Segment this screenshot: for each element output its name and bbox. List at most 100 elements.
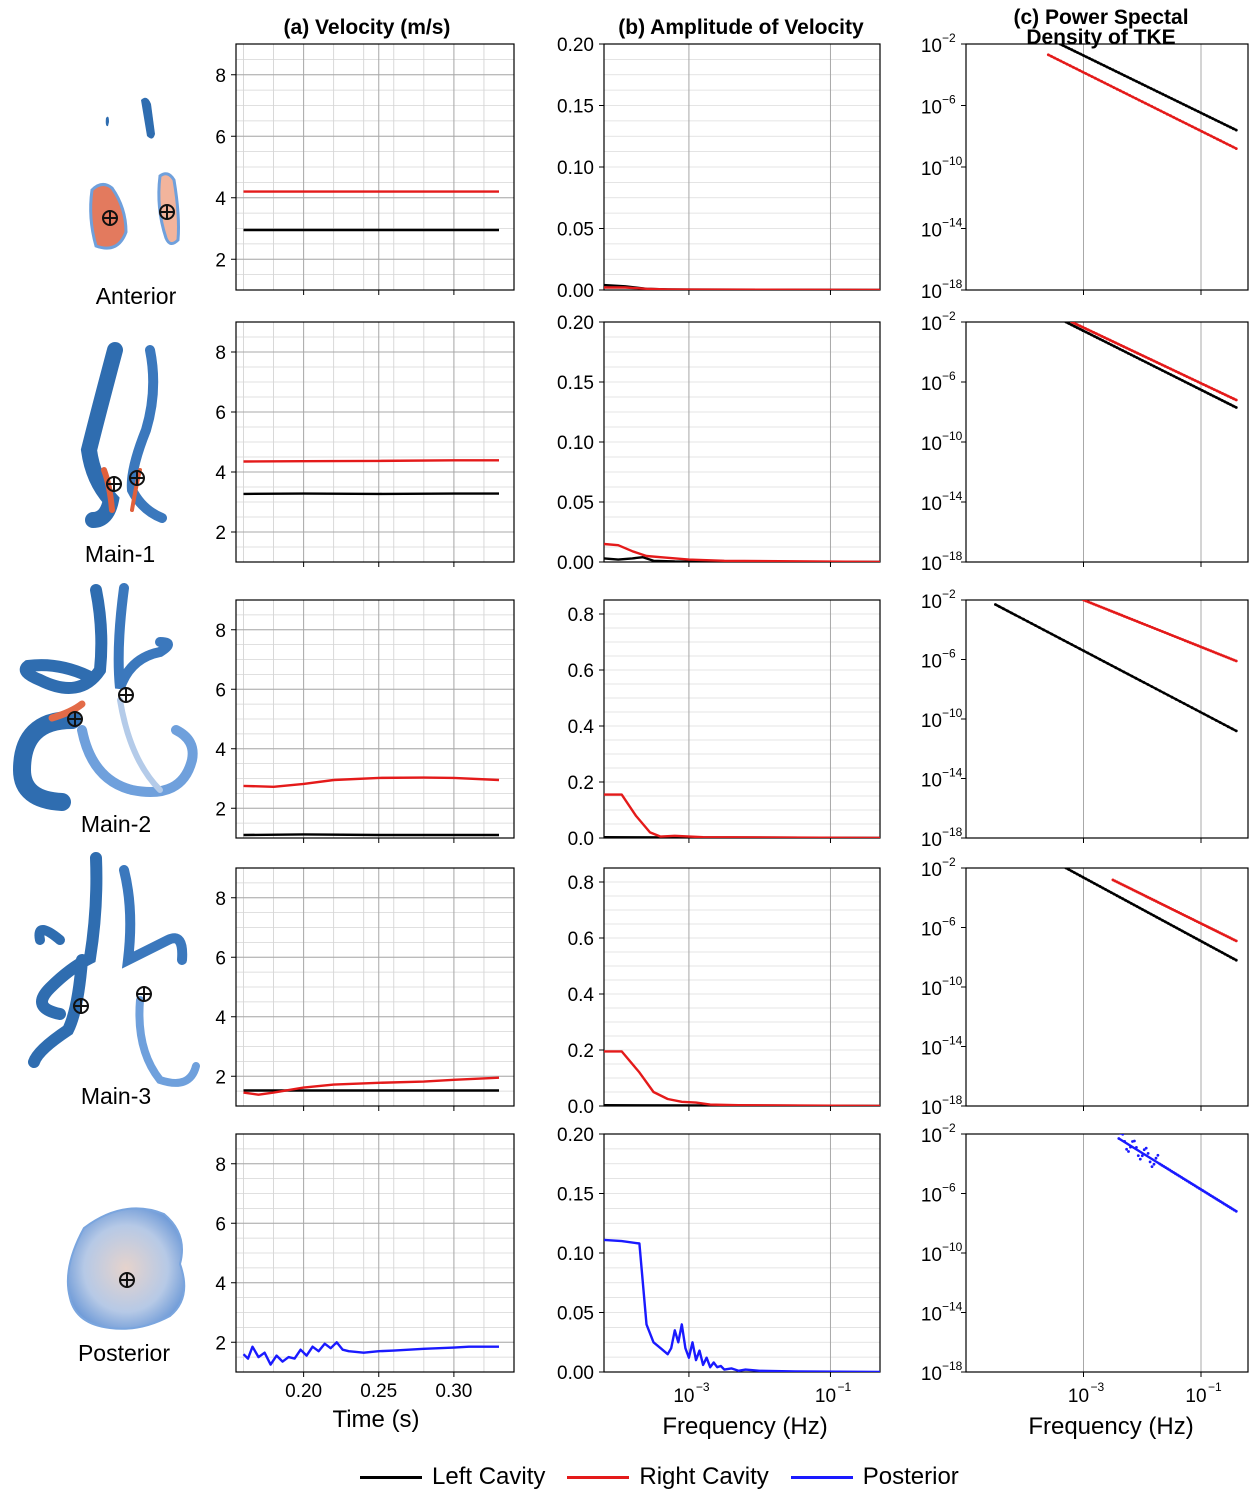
y-tick-label: 6 xyxy=(215,1214,226,1235)
series-right-cavity-trend xyxy=(1083,600,1237,663)
psd-point xyxy=(1156,1153,1160,1157)
y-tick-exponent: −10 xyxy=(942,706,963,720)
y-tick-exponent: −14 xyxy=(942,1034,963,1048)
axes-frame xyxy=(965,43,1249,291)
y-tick-label: 10 xyxy=(921,979,942,1000)
row-label-main-2: Main-2 xyxy=(80,811,152,837)
y-tick-label: 0.00 xyxy=(557,1363,594,1384)
axes-frame xyxy=(235,599,515,839)
legend-label-posterior: Posterior xyxy=(862,1463,959,1490)
y-tick-label: 8 xyxy=(215,343,226,364)
data-layer xyxy=(243,1076,500,1096)
psd-point xyxy=(1152,1162,1156,1166)
row-label-posterior: Posterior xyxy=(77,1340,171,1366)
axes-frame xyxy=(235,867,515,1107)
y-tick-label: 10 xyxy=(921,1098,942,1119)
column-title-amplitude: (b) Amplitude of Velocity xyxy=(618,16,864,39)
axes-frame xyxy=(235,1133,515,1373)
series-right-cavity-line xyxy=(604,793,880,838)
series-posterior-line xyxy=(604,1238,880,1372)
data-layer xyxy=(604,1238,880,1372)
chart-b-anterior: 0.00 0.05 0.10 0.15 0.20 xyxy=(557,35,881,302)
y-tick-label: 0.05 xyxy=(557,220,594,241)
y-tick-label: 0.20 xyxy=(557,1125,594,1146)
y-tick-label: 0.0 xyxy=(568,1097,594,1118)
y-tick-label: 8 xyxy=(215,889,226,910)
chart-a-posterior: 2 4 6 8 0.20 0.25 0.30 xyxy=(215,1133,515,1402)
column-title-psd-line1: (c) Power Spectal xyxy=(1013,6,1189,29)
y-tick-label: 2 xyxy=(215,1067,226,1088)
y-tick-label: 10 xyxy=(921,36,942,57)
y-tick-exponent: −6 xyxy=(942,647,956,661)
data-layer xyxy=(604,283,880,290)
y-tick-label: 0.15 xyxy=(557,373,594,394)
x-axis-label-frequency-b: Frequency (Hz) xyxy=(662,1413,828,1440)
y-tick-label: 8 xyxy=(215,66,226,87)
data-layer xyxy=(242,1341,499,1366)
chart-a-main-1: 2 4 6 8 xyxy=(215,321,515,567)
legend-swatch-left-cavity xyxy=(360,1475,422,1479)
y-tick-exponent: −18 xyxy=(942,1093,963,1107)
y-tick-label: 10 xyxy=(921,221,942,242)
y-tick-label: 0.6 xyxy=(568,929,594,950)
data-layer xyxy=(994,600,1238,733)
y-tick-label: 2 xyxy=(215,799,226,820)
row-label-main-3: Main-3 xyxy=(80,1083,152,1109)
psd-point xyxy=(1125,1147,1128,1151)
y-tick-label: 2 xyxy=(215,523,226,544)
y-tick-label: 0.15 xyxy=(557,1185,594,1206)
psd-point xyxy=(1144,1146,1148,1150)
y-tick-label: 0.8 xyxy=(568,605,594,626)
data-layer xyxy=(1064,868,1238,962)
y-tick-label: 4 xyxy=(215,189,226,210)
series-right-cavity-line xyxy=(243,776,500,788)
y-tick-exponent: −10 xyxy=(942,429,963,443)
y-tick-label: 10 xyxy=(921,771,942,792)
legend-item-posterior: Posterior xyxy=(790,1463,959,1491)
y-tick-label: 0.10 xyxy=(557,1244,594,1265)
data-layer xyxy=(1046,44,1238,151)
y-tick-exponent: −18 xyxy=(942,1359,963,1373)
psd-point xyxy=(1138,1157,1142,1161)
axes-frame xyxy=(603,599,881,839)
chart-b-main-1: 0.00 0.05 0.10 0.15 0.20 xyxy=(557,313,881,574)
y-tick-label: 8 xyxy=(215,621,226,642)
series-right-cavity-line xyxy=(604,1050,880,1106)
y-tick-label: 4 xyxy=(215,740,226,761)
y-tick-label: 0.10 xyxy=(557,433,594,454)
psd-point xyxy=(1127,1150,1130,1153)
psd-point xyxy=(1121,1134,1125,1136)
legend-swatch-posterior xyxy=(790,1475,853,1479)
x-tick-label: 0.25 xyxy=(360,1381,397,1402)
y-tick-label: 0.4 xyxy=(568,985,595,1006)
x-tick-label: 10 xyxy=(673,1386,694,1407)
psd-point xyxy=(1154,1156,1158,1160)
thumbnail-anterior xyxy=(89,97,180,250)
x-tick-label: 0.20 xyxy=(285,1381,322,1402)
series-right-cavity-line xyxy=(243,459,499,463)
y-tick-label: 4 xyxy=(215,463,226,484)
y-tick-label: 10 xyxy=(921,860,942,881)
y-tick-label: 6 xyxy=(215,948,226,969)
y-tick-label: 0.05 xyxy=(557,493,594,514)
x-tick-label: 10 xyxy=(1185,1386,1206,1407)
x-tick-label: 0.30 xyxy=(435,1381,472,1402)
x-tick-exponent: −3 xyxy=(1091,1380,1105,1394)
series-left-cavity-trend xyxy=(1065,868,1237,962)
y-tick-exponent: −14 xyxy=(942,1300,963,1314)
data-layer xyxy=(243,776,500,837)
axes-frame xyxy=(965,599,1249,839)
series-right-cavity-trend xyxy=(1112,878,1237,942)
y-tick-label: 10 xyxy=(921,494,942,515)
y-tick-label: 10 xyxy=(921,159,942,180)
data-layer xyxy=(604,793,880,838)
x-tick-label: 10 xyxy=(1068,1386,1089,1407)
y-tick-exponent: −2 xyxy=(942,855,956,869)
y-tick-label: 10 xyxy=(921,1245,942,1266)
axes-frame xyxy=(603,867,881,1107)
x-tick-exponent: −1 xyxy=(1208,1380,1222,1394)
